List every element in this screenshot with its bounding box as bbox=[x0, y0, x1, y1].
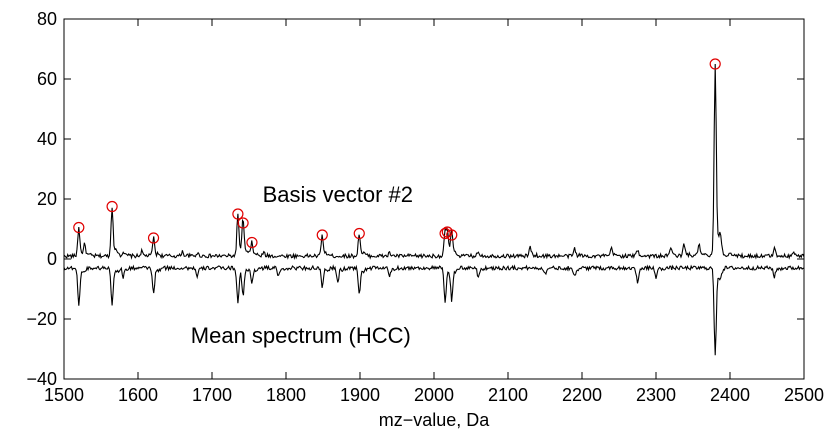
y-tick-label: 80 bbox=[37, 9, 57, 29]
y-tick-label: 40 bbox=[37, 129, 57, 149]
y-tick-label: −40 bbox=[26, 369, 57, 389]
peak-marker bbox=[709, 58, 721, 70]
y-tick-label: 20 bbox=[37, 189, 57, 209]
peak-marker bbox=[246, 236, 258, 249]
plot-area bbox=[63, 58, 805, 356]
y-tick-label: 0 bbox=[47, 249, 57, 269]
peak-marker bbox=[439, 227, 451, 240]
axis-ticks bbox=[63, 18, 805, 380]
annotation-basis-vector: Basis vector #2 bbox=[263, 182, 413, 207]
peak-marker bbox=[353, 227, 365, 240]
axis-labels: 1500 1600 1700 1800 1900 2000 2100 2200 2300 2400… bbox=[26, 9, 824, 405]
y-tick-label: 60 bbox=[37, 69, 57, 89]
x-tick-label: 1600 bbox=[118, 385, 158, 405]
x-tick-label: 2200 bbox=[562, 385, 602, 405]
peak-marker bbox=[446, 229, 458, 241]
x-tick-label: 2000 bbox=[414, 385, 454, 405]
series-line-mean-spectrum bbox=[63, 264, 805, 356]
x-tick-label: 1800 bbox=[266, 385, 306, 405]
x-tick-label: 2300 bbox=[636, 385, 676, 405]
axes-frame bbox=[63, 18, 805, 380]
x-tick-label: 1500 bbox=[44, 385, 84, 405]
series-line-basis-vector bbox=[63, 63, 805, 260]
x-tick-label: 2400 bbox=[710, 385, 750, 405]
x-tick-label: 2100 bbox=[488, 385, 528, 405]
x-tick-label: 2500 bbox=[784, 385, 824, 405]
peak-marker bbox=[232, 208, 244, 220]
peak-marker bbox=[316, 229, 328, 241]
peak-marker bbox=[147, 232, 160, 244]
peak-marker bbox=[237, 217, 249, 229]
x-tick-label: 1700 bbox=[192, 385, 232, 405]
x-axis-title: mz−value, Da bbox=[379, 410, 491, 430]
peak-marker bbox=[106, 200, 118, 213]
peak-marker bbox=[73, 221, 85, 234]
x-tick-label: 1900 bbox=[340, 385, 380, 405]
y-tick-label: −20 bbox=[26, 309, 57, 329]
annotation-mean-spectrum: Mean spectrum (HCC) bbox=[191, 323, 411, 348]
